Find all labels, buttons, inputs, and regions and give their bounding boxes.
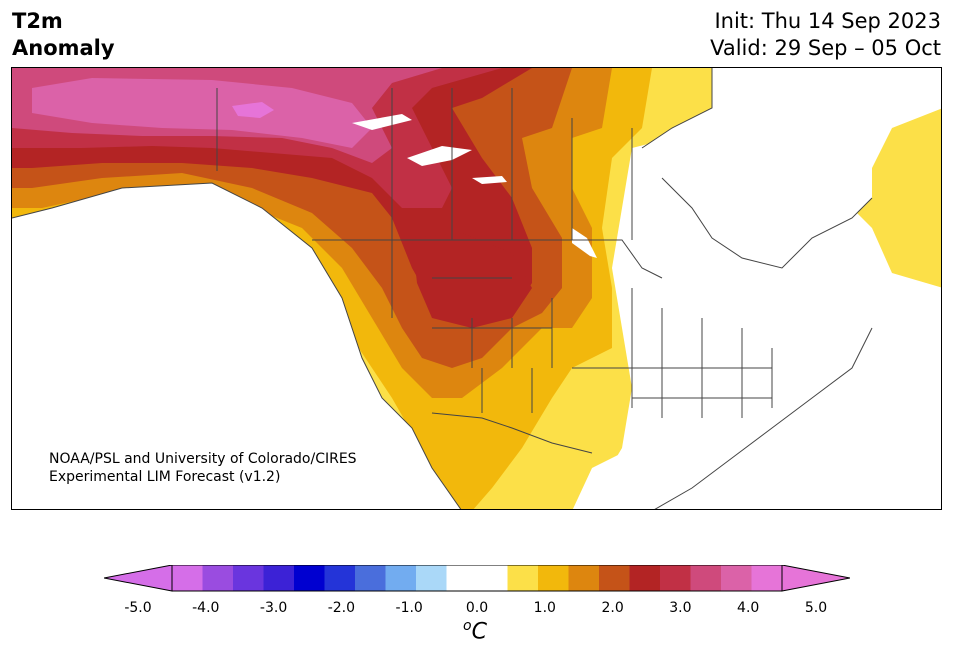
contour-level-8 xyxy=(32,78,372,148)
colorbar-tick-label: -1.0 xyxy=(395,600,423,616)
valid-date: Valid: 29 Sep – 05 Oct xyxy=(710,36,941,60)
colorbar xyxy=(104,565,850,592)
coastline-east xyxy=(654,327,873,509)
hudson-bay xyxy=(642,68,941,268)
colorbar-tick-label: 3.0 xyxy=(669,600,692,616)
contour-level-9 xyxy=(232,102,274,118)
credit-line-1: NOAA/PSL and University of Colorado/CIRE… xyxy=(49,451,357,467)
colorbar-tick-label: 2.0 xyxy=(601,600,624,616)
colorbar-tick-label: -2.0 xyxy=(327,600,356,616)
credit-text: NOAA/PSL and University of Colorado/CIRE… xyxy=(49,450,357,486)
colorbar-segment xyxy=(538,565,569,591)
colorbar-segment xyxy=(263,565,295,591)
pacific-ocean xyxy=(12,183,461,509)
state-lines-west xyxy=(391,240,632,413)
colorbar-segment xyxy=(446,565,478,591)
colorbar-tick-label: -4.0 xyxy=(192,600,220,616)
anomaly-map xyxy=(11,67,942,510)
colorbar-segment xyxy=(172,565,203,591)
great-bear-lake xyxy=(407,146,472,166)
colorbar-segment xyxy=(355,565,386,591)
credit-line-2: Experimental LIM Forecast (v1.2) xyxy=(49,469,281,485)
colorbar-tick-label: 5.0 xyxy=(804,600,828,616)
init-date: Init: Thu 14 Sep 2023 xyxy=(714,9,941,33)
us-canada-border xyxy=(312,239,663,279)
colorbar-segment xyxy=(416,565,447,591)
us-mexico-border xyxy=(431,412,593,454)
colorbar-tick-label: 1.0 xyxy=(533,600,556,616)
colorbar-over-arrow xyxy=(781,565,850,592)
colorbar-segments xyxy=(172,565,783,591)
ocean-areas xyxy=(12,68,941,509)
colorbar-segment xyxy=(690,565,722,591)
colorbar-segment xyxy=(233,565,264,591)
colorbar-segment xyxy=(721,565,752,591)
coastline-hudson xyxy=(641,68,873,269)
colorbar-segment xyxy=(324,565,356,591)
state-lines-east xyxy=(631,288,773,418)
coastline-west xyxy=(12,182,462,509)
colorbar-tick-label: 0.0 xyxy=(465,600,489,616)
lake-winnipeg xyxy=(572,228,597,258)
chart-title: T2m Anomaly xyxy=(12,8,115,62)
colorbar-segment xyxy=(568,565,600,591)
gulf-of-mexico xyxy=(572,438,827,509)
colorbar-segment xyxy=(507,565,539,591)
forecast-dates: Init: Thu 14 Sep 2023 Valid: 29 Sep – 05… xyxy=(710,8,941,62)
colorbar-segment xyxy=(477,565,508,591)
colorbar-under-arrow xyxy=(104,565,173,592)
province-lines xyxy=(391,88,633,240)
lake-athabasca xyxy=(472,176,507,184)
colorbar-segment xyxy=(202,565,234,591)
anomaly-map-svg xyxy=(12,68,941,509)
atlantic-ocean xyxy=(812,298,941,509)
contour-plains-pocket xyxy=(412,233,532,328)
colorbar-tick-label: -5.0 xyxy=(124,600,152,616)
colorbar-segment xyxy=(660,565,691,591)
colorbar-segment xyxy=(294,565,325,591)
colorbar-tick-label: 4.0 xyxy=(737,600,760,616)
great-slave-lake xyxy=(352,114,412,130)
unit-label: oC xyxy=(463,618,487,645)
colorbar-outline xyxy=(171,565,783,592)
colorbar-tick-label: -3.0 xyxy=(259,600,288,616)
colorbar-segment xyxy=(751,565,783,591)
boundaries xyxy=(12,68,873,509)
title-variable: T2m xyxy=(12,9,63,33)
colorbar-segment xyxy=(599,565,630,591)
colorbar-segment xyxy=(385,565,417,591)
colorbar-segment xyxy=(629,565,661,591)
title-subtitle: Anomaly xyxy=(12,36,115,60)
